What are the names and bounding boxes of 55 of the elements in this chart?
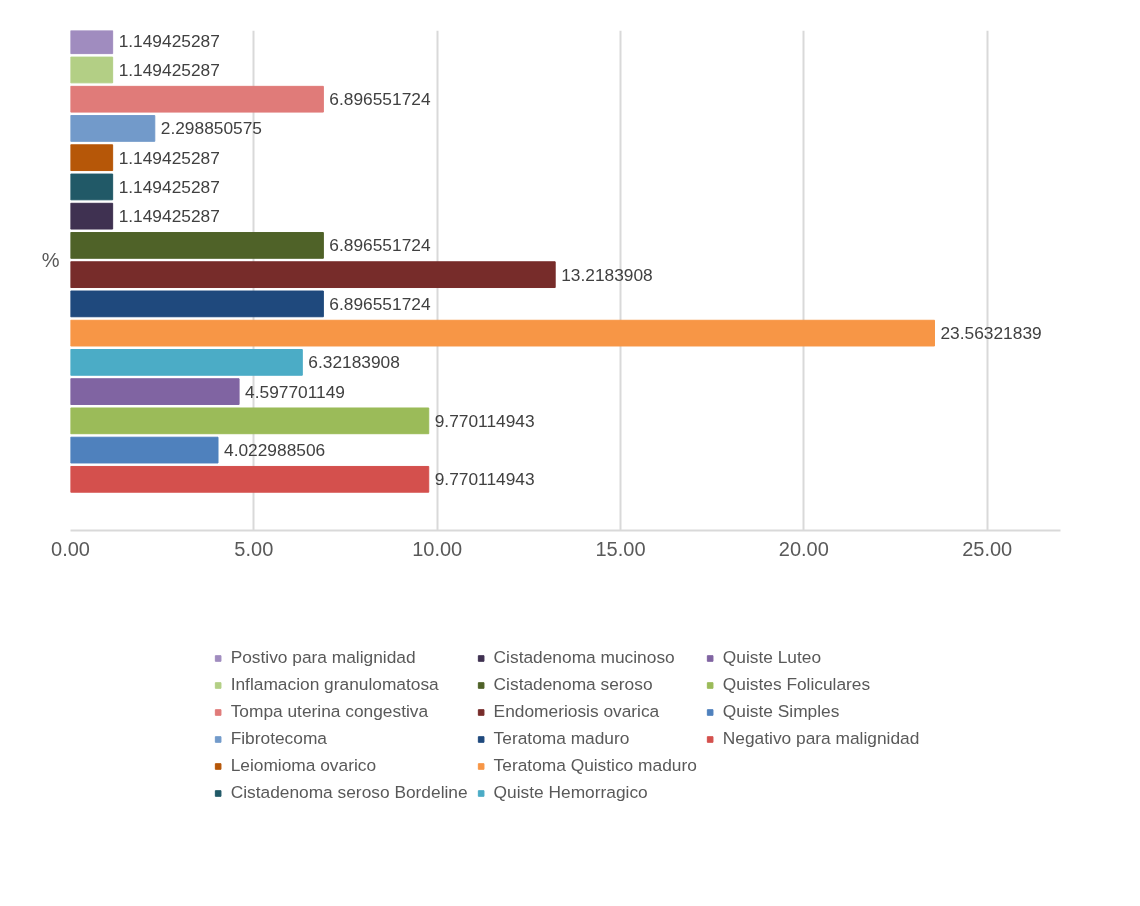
data-label: 6.896551724 — [329, 293, 431, 314]
legend-label: Quiste Luteo — [722, 647, 822, 668]
bar — [70, 319, 935, 347]
x-tick-label: 5.00 — [234, 537, 274, 560]
data-label: 4.022988506 — [224, 440, 326, 461]
data-label: 23.56321839 — [940, 323, 1042, 344]
bar — [70, 290, 324, 318]
bar — [70, 173, 114, 201]
bar — [70, 144, 114, 172]
bar — [70, 202, 114, 230]
data-label: 6.896551724 — [329, 89, 431, 110]
bar — [70, 115, 156, 142]
data-label: 1.149425287 — [118, 206, 220, 227]
data-label: 9.770114943 — [434, 469, 535, 490]
legend-label: Fibrotecoma — [230, 728, 327, 749]
bar — [70, 349, 303, 376]
bar — [70, 407, 430, 435]
legend-label: Quiste Hemorragico — [493, 782, 648, 803]
x-tick-label: 20.00 — [778, 537, 829, 560]
x-tick-label: 0.00 — [51, 537, 90, 560]
bar — [70, 30, 114, 55]
legend-label: Teratoma maduro — [493, 728, 630, 749]
legend-label: Cistadenoma seroso Bordeline — [230, 782, 468, 803]
bar — [70, 261, 556, 289]
legend-label: Quiste Simples — [722, 701, 840, 722]
bar — [70, 56, 114, 84]
legend-label: Cistadenoma seroso — [493, 674, 653, 695]
data-label: 4.597701149 — [245, 381, 345, 402]
legend-label: Tompa uterina congestiva — [230, 701, 429, 722]
y-tick-label: % — [41, 249, 60, 272]
legend-label: Teratoma Quistico maduro — [493, 755, 697, 776]
bar — [70, 465, 430, 493]
x-tick-label: 15.00 — [595, 537, 646, 560]
legend-label: Cistadenoma mucinoso — [493, 647, 675, 668]
legend-label: Quistes Foliculares — [722, 674, 871, 695]
bar — [70, 85, 324, 113]
data-label: 1.149425287 — [118, 30, 220, 51]
x-tick-label: 10.00 — [412, 537, 463, 560]
bar — [70, 378, 240, 405]
data-label: 2.298850575 — [160, 118, 262, 139]
data-label: 1.149425287 — [118, 147, 220, 168]
legend-label: Leiomioma ovarico — [230, 755, 377, 776]
data-label: 6.32183908 — [308, 352, 400, 373]
legend-label: Inflamacion granulomatosa — [230, 674, 439, 695]
data-label: 1.149425287 — [118, 176, 220, 197]
data-label: 6.896551724 — [329, 235, 431, 256]
bar — [70, 436, 219, 464]
bar — [70, 232, 324, 259]
legend-label: Postivo para malignidad — [230, 647, 416, 668]
x-tick-label: 25.00 — [962, 537, 1013, 560]
data-label: 1.149425287 — [118, 59, 220, 80]
legend-label: Endomeriosis ovarica — [493, 701, 660, 722]
data-label: 9.770114943 — [434, 410, 535, 431]
legend-label: Negativo para malignidad — [722, 728, 920, 749]
data-label: 13.2183908 — [561, 264, 653, 285]
